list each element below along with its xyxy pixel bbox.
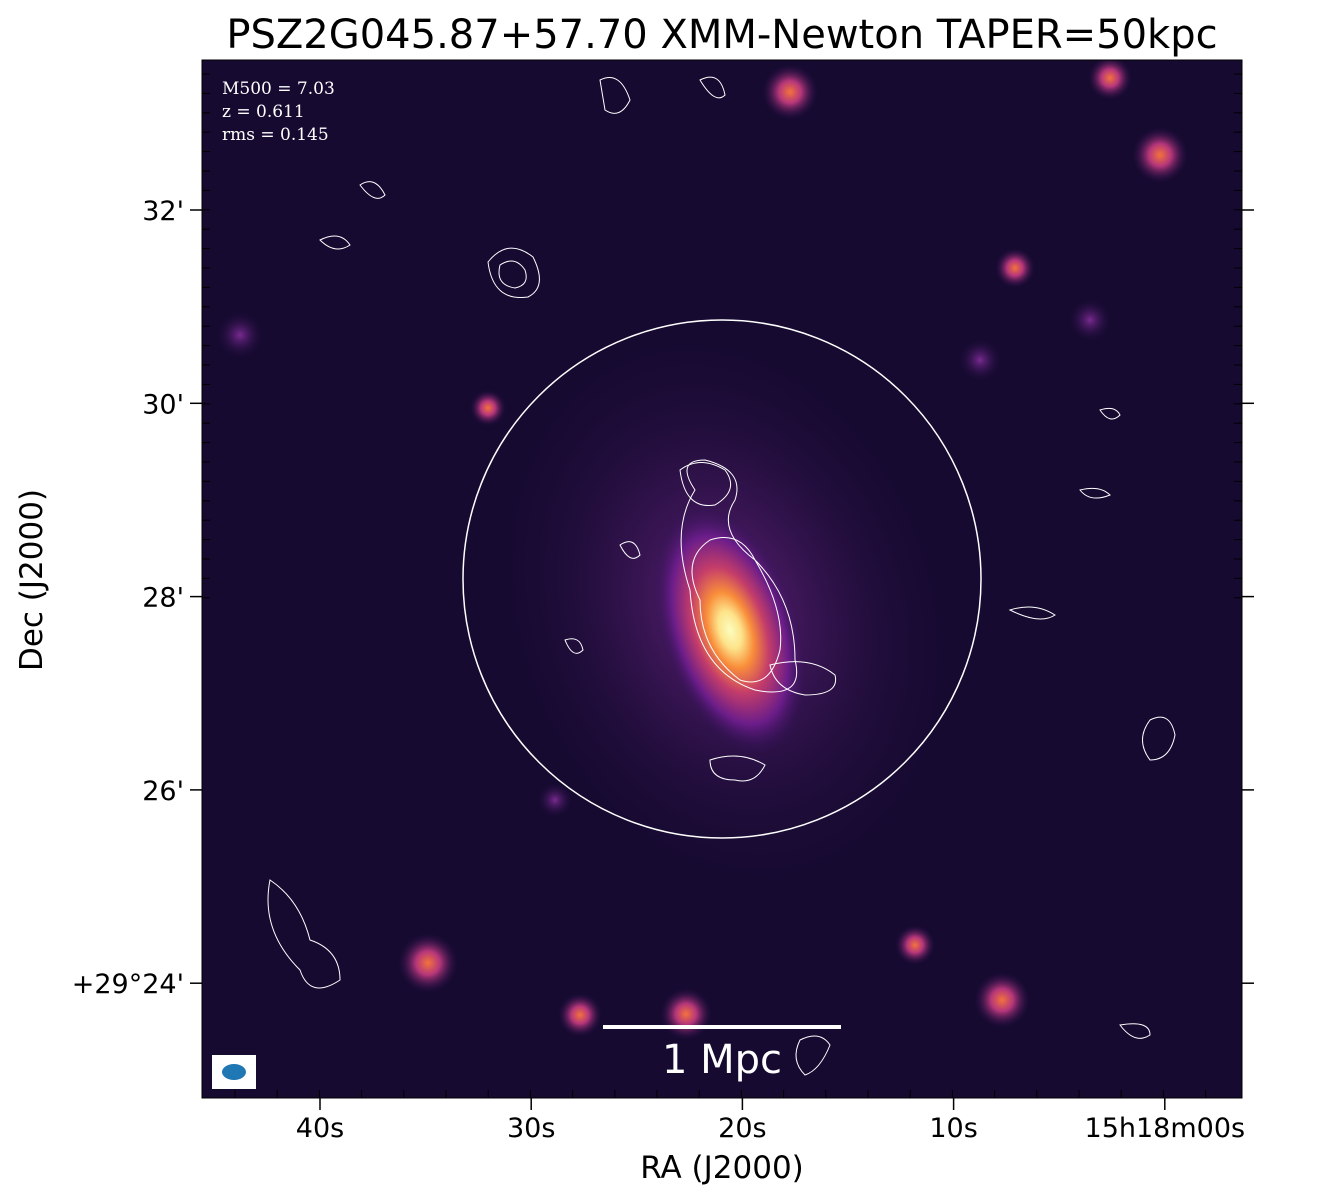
x-tick-label: 20s xyxy=(718,1113,766,1144)
y-tick-label: 28' xyxy=(142,583,184,614)
plot-frame xyxy=(201,59,1243,1099)
ticks: 32' 30' 28' 26' +29°24' 40s 30s 20s 10s 15h18m00s xyxy=(72,73,1254,1144)
y-tick-label: 30' xyxy=(142,389,184,420)
x-tick-label: 15h18m00s xyxy=(1085,1113,1246,1144)
x-axis-label: RA (J2000) xyxy=(640,1150,804,1186)
y-tick-label: +29°24' xyxy=(72,969,184,1000)
r500-circle xyxy=(462,319,982,839)
x-tick-label: 40s xyxy=(296,1113,344,1144)
annotation: z = 0.611 xyxy=(222,102,305,122)
contours xyxy=(267,76,1176,1076)
x-tick-label: 10s xyxy=(929,1113,977,1144)
beam xyxy=(222,1064,246,1080)
annotation: rms = 0.145 xyxy=(222,125,329,145)
title: PSZ2G045.87+57.70 XMM-Newton TAPER=50kpc xyxy=(226,12,1217,58)
image: 1 Mpc M500 = 7.03 z = 0.611 rms = 0.145 xyxy=(202,60,1242,1098)
scale-bar-label: 1 Mpc xyxy=(662,1037,782,1083)
y-tick-label: 32' xyxy=(142,196,184,227)
y-axis-label: Dec (J2000) xyxy=(14,489,50,671)
annotation: M500 = 7.03 xyxy=(222,79,335,99)
y-tick-label: 26' xyxy=(142,776,184,807)
x-tick-label: 30s xyxy=(507,1113,555,1144)
